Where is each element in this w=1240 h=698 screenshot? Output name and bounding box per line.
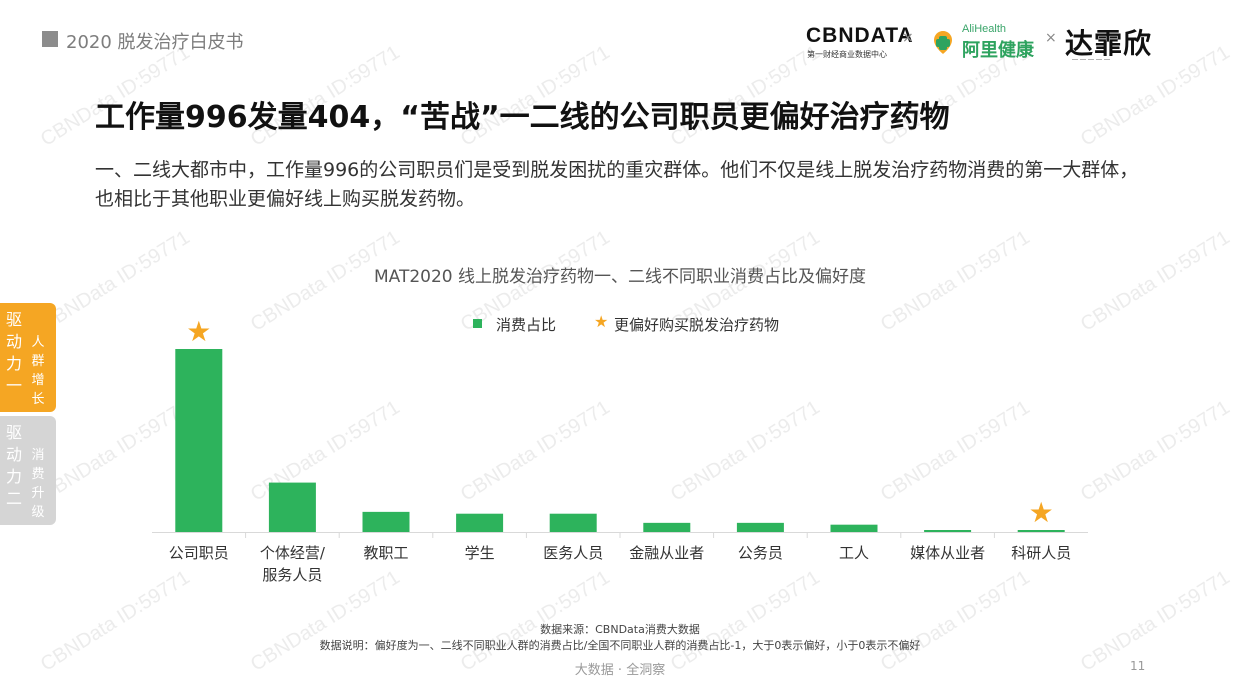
alihealth-logo-en: AliHealth [962,23,1007,35]
bar [268,482,316,532]
data-source-note: 数据来源：CBNData消费大数据 [540,623,700,636]
partner-logos: CBNDATA 第一财经商业数据中心 × AliHealth 阿里健康 × 达霏… [802,20,1162,68]
bar [1017,530,1065,532]
data-explanation-note: 数据说明：偏好度为一、二线不同职业人群的消费占比/全国不同职业人群的消费占比-1… [319,639,921,652]
side-tab-driver-two[interactable]: 驱动力二 消费升级 [0,416,56,525]
logo-separator: × [902,30,914,46]
legend-star-icon: ★ [594,312,609,331]
legend-square-icon [473,319,482,328]
side-tab-sub-label: 人群增长 [31,335,45,407]
x-tick-label: 医务人员 [543,544,603,562]
bar [643,522,691,532]
dar-logo-subtitle: ――――― [1072,56,1112,63]
x-tick-label: 媒体从业者 [910,544,985,562]
header-square-icon [42,31,58,47]
preference-star-icon: ★ [1029,496,1054,529]
alihealth-logo-cn: 阿里健康 [962,40,1034,61]
chart-title: MAT2020 线上脱发治疗药物一、二线不同职业消费占比及偏好度 [373,267,867,287]
body-text: 一、二线大都市中，工作量996的公司职员们是受到脱发困扰的重灾群体。他们不仅是线… [95,159,1139,210]
x-tick-label: 教职工 [363,544,408,562]
bar [549,513,597,532]
alihealth-logo-icon [934,31,952,54]
page-number: 11 [1130,659,1146,673]
header-title: 2020 脱发治疗白皮书 [66,32,244,53]
preference-star-icon: ★ [186,315,211,348]
legend-share-label: 消费占比 [496,316,557,334]
bar [830,524,878,532]
bar [924,530,972,532]
bar [362,511,410,532]
x-tick-label: 个体经营/ [260,544,326,562]
x-tick-label: 科研人员 [1011,544,1071,562]
x-tick-label: 学生 [465,544,495,562]
x-tick-label: 服务人员 [262,566,322,584]
side-tab-driver-one[interactable]: 驱动力一 人群增长 [0,303,56,412]
cbndata-logo-subtitle: 第一财经商业数据中心 [807,50,887,59]
bar [736,522,784,532]
x-tick-label: 公务员 [738,544,783,562]
side-tab-main-label: 驱动力一 [6,310,23,395]
side-tab-sub-label: 消费升级 [31,448,45,520]
x-tick-label: 金融从业者 [629,544,704,562]
page-title: 工作量996发量404，“苦战”一二线的公司职员更偏好治疗药物 [95,100,950,135]
dar-logo: 达霏欣 [1065,27,1153,60]
footer-tagline: 大数据 · 全洞察 [574,663,666,678]
legend-preference-label: 更偏好购买脱发治疗药物 [614,316,780,334]
side-tab-main-label: 驱动力二 [6,423,23,508]
x-tick-label: 公司职员 [169,544,229,562]
logo-separator-2: × [1045,30,1057,46]
x-tick-label: 工人 [839,544,869,562]
bar [456,513,504,532]
cbndata-logo: CBNDATA [806,24,914,47]
bar [175,349,223,532]
